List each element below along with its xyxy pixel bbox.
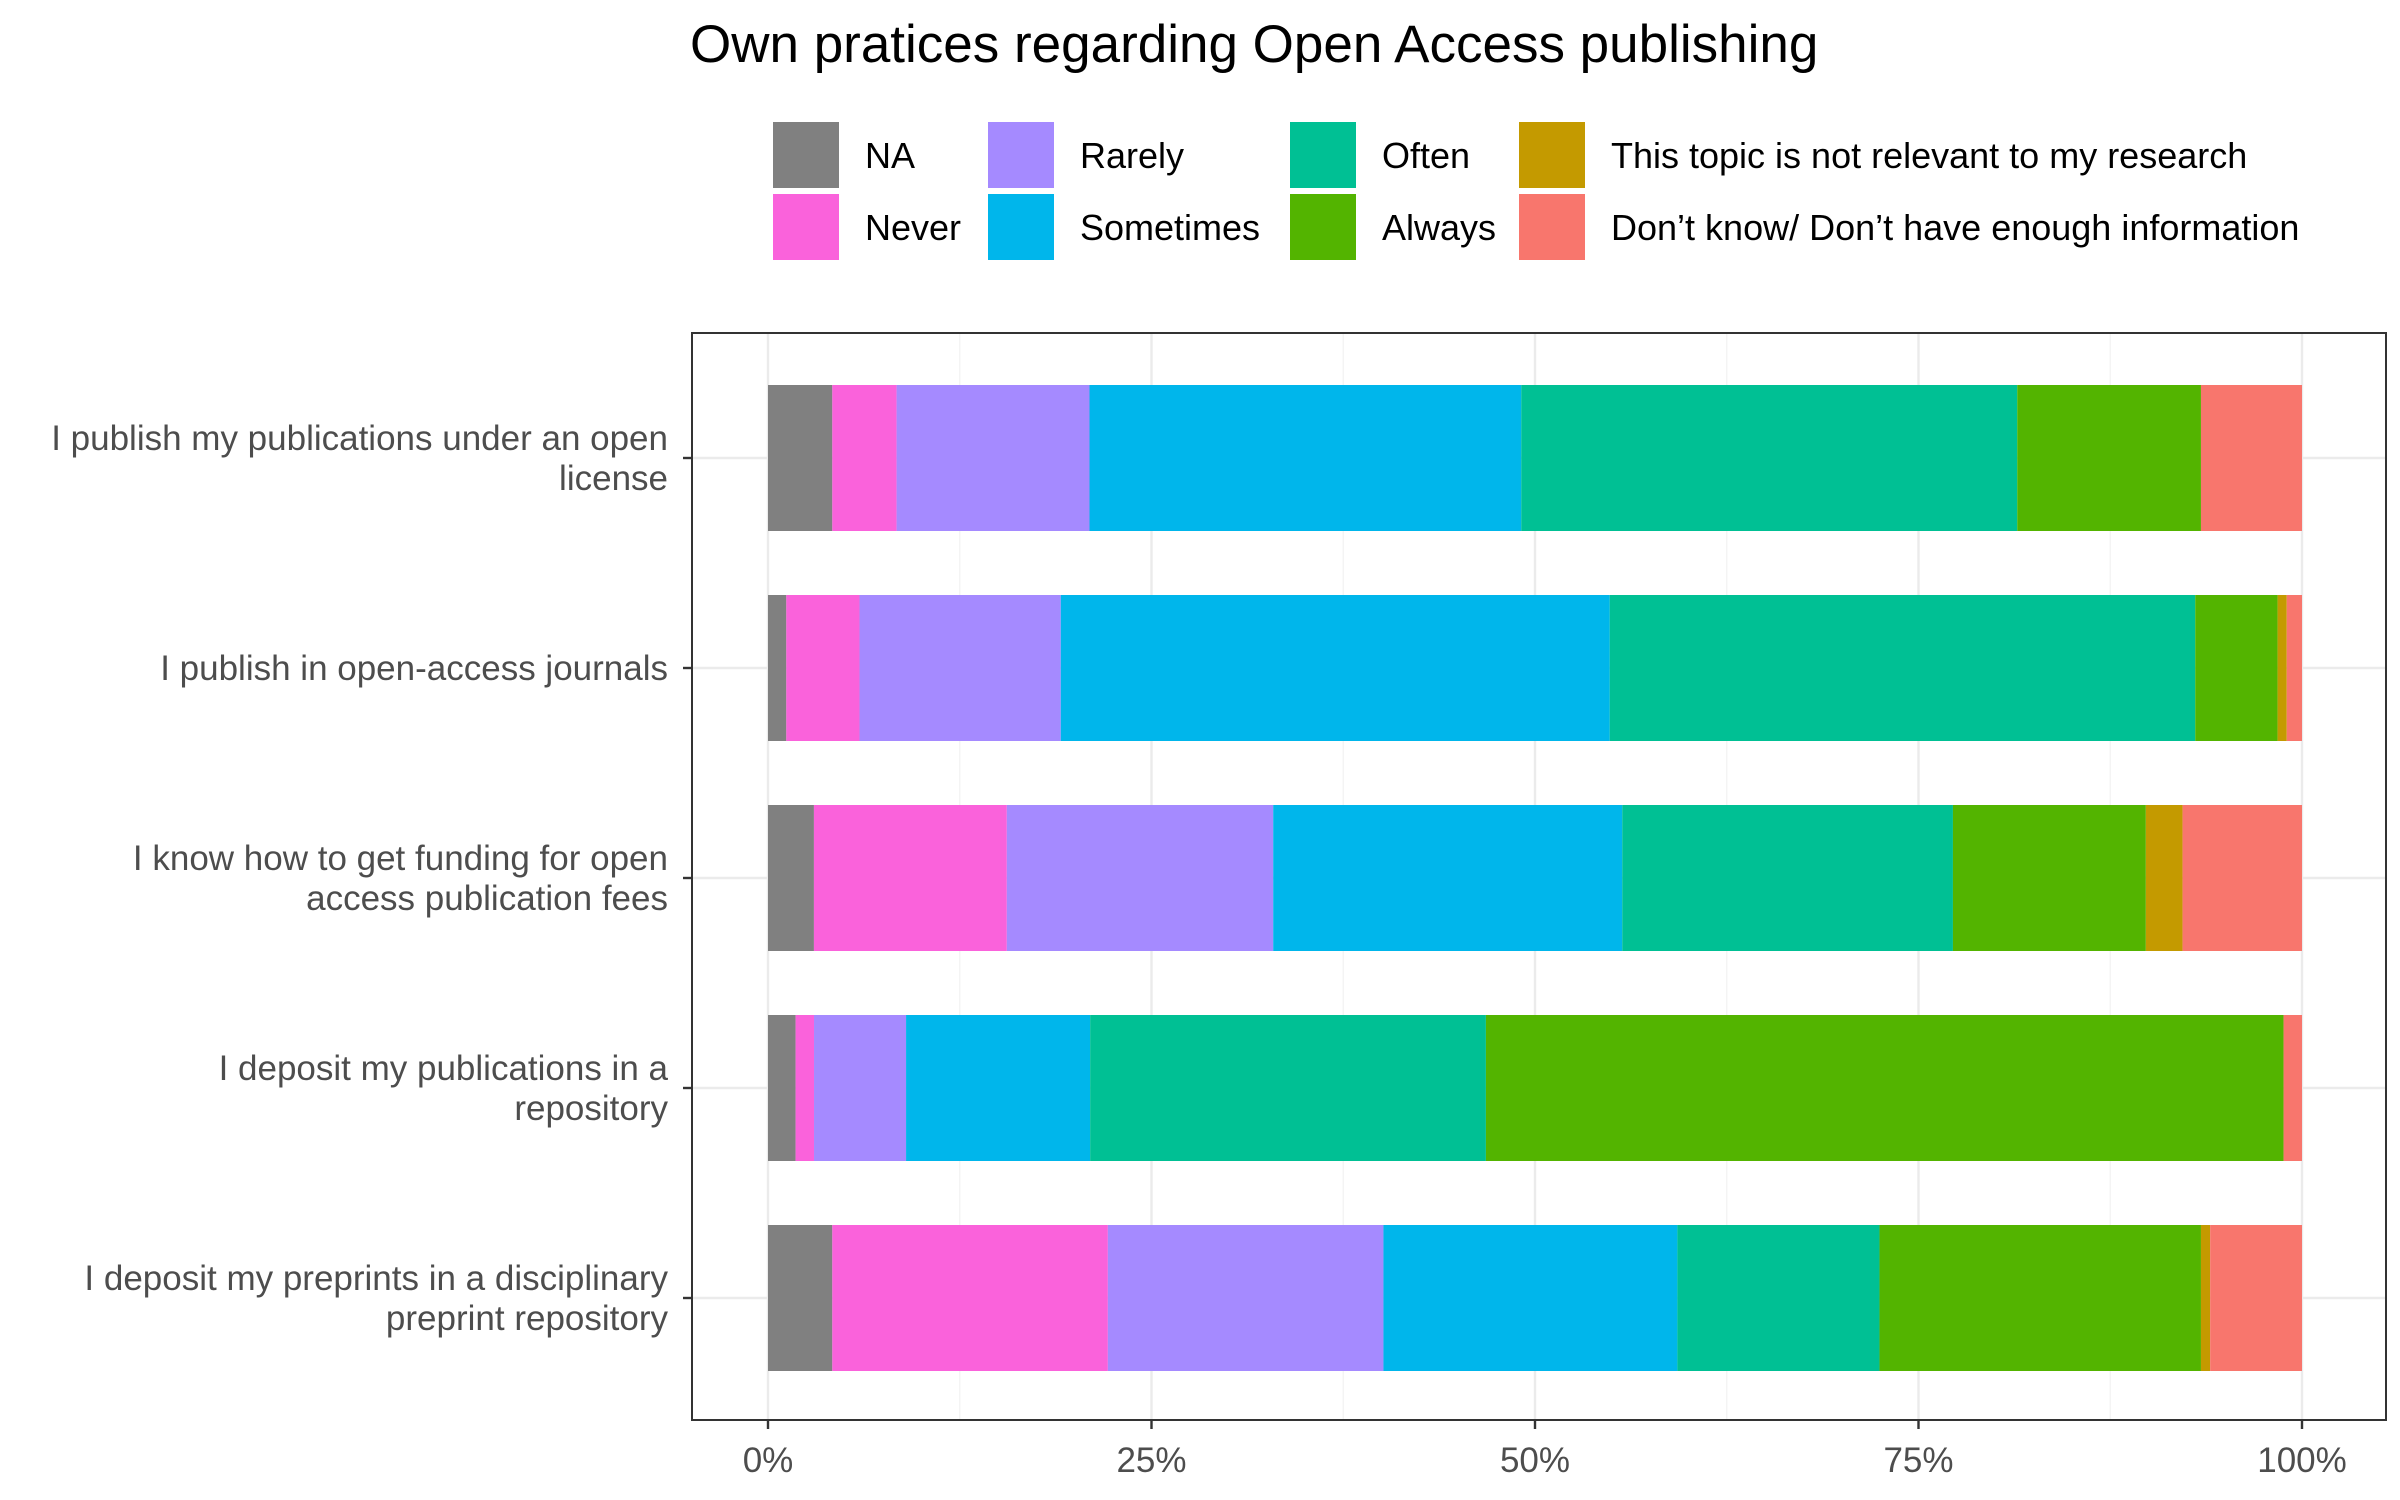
x-tick-label: 75% xyxy=(1883,1441,1953,1480)
legend: NA Never Rarely Sometimes Often Always This to… xyxy=(773,122,2299,260)
legend-item-always: Always xyxy=(1290,194,1496,260)
bar-segment-never xyxy=(786,595,860,741)
x-tick-label: 25% xyxy=(1116,1441,1186,1480)
category-label-line: repository xyxy=(514,1089,668,1128)
category-label-line: I publish in open-access journals xyxy=(160,649,668,688)
legend-label: Often xyxy=(1382,135,1470,176)
legend-key xyxy=(988,122,1054,188)
x-tick-label: 50% xyxy=(1500,1441,1570,1480)
category-label: I publish in open-access journals xyxy=(160,649,668,688)
bar-segment-never xyxy=(813,805,1007,951)
legend-item-don-t-know-don-t-have-enough-information: Don’t know/ Don’t have enough informatio… xyxy=(1519,194,2299,260)
bar-segment-na xyxy=(768,1015,796,1161)
bar-segment-don-t-know-don-t-have-enough-information xyxy=(2182,805,2302,951)
y-axis: I publish my publications under an open l… xyxy=(51,419,692,1338)
category-label-line: preprint repository xyxy=(386,1299,669,1338)
legend-key xyxy=(988,194,1054,260)
bar-segment-this-topic-is-not-relevant-to-my-research xyxy=(2200,1225,2211,1371)
bar-segment-always xyxy=(1485,1015,2284,1161)
legend-label: Always xyxy=(1382,207,1496,248)
bar-segment-don-t-know-don-t-have-enough-information xyxy=(2286,595,2302,741)
category-label-line: I know how to get funding for open xyxy=(133,839,668,878)
bar-segment-never xyxy=(832,385,897,531)
bar-segment-don-t-know-don-t-have-enough-information xyxy=(2200,385,2302,531)
bar-segment-always xyxy=(2017,385,2201,531)
legend-key xyxy=(773,122,839,188)
bar-segment-sometimes xyxy=(906,1015,1091,1161)
bar-segment-don-t-know-don-t-have-enough-information xyxy=(2283,1015,2302,1161)
plot-border xyxy=(691,332,2387,1421)
x-axis: 0% 25% 50% 75% 100% xyxy=(743,1420,2347,1480)
legend-key xyxy=(1519,194,1585,260)
legend-label: This topic is not relevant to my researc… xyxy=(1611,135,2247,176)
bar-segment-never xyxy=(795,1015,815,1161)
legend-label: Never xyxy=(865,207,961,248)
bar-segment-sometimes xyxy=(1060,595,1610,741)
bar-segment-often xyxy=(1622,805,1953,951)
bar-group-4 xyxy=(768,1015,2302,1161)
category-label: I know how to get funding for open access… xyxy=(133,839,668,918)
legend-label: NA xyxy=(865,135,915,176)
category-label-line: I publish my publications under an open xyxy=(51,419,668,458)
legend-item-na: NA xyxy=(773,122,915,188)
legend-item-rarely: Rarely xyxy=(988,122,1184,188)
category-label-line: license xyxy=(559,459,668,498)
bar-segment-this-topic-is-not-relevant-to-my-research xyxy=(2277,595,2287,741)
legend-key xyxy=(1290,194,1356,260)
legend-item-sometimes: Sometimes xyxy=(988,194,1260,260)
bar-segment-don-t-know-don-t-have-enough-information xyxy=(2210,1225,2302,1371)
category-label: I deposit my preprints in a disciplinary… xyxy=(84,1259,668,1338)
bar-segment-rarely xyxy=(814,1015,907,1161)
bar-segment-rarely xyxy=(1107,1225,1384,1371)
bar-segment-never xyxy=(832,1225,1108,1371)
legend-key xyxy=(773,194,839,260)
bar-segment-this-topic-is-not-relevant-to-my-research xyxy=(2145,805,2183,951)
category-label: I publish my publications under an open l… xyxy=(51,419,668,498)
bar-group-2 xyxy=(768,595,2302,741)
legend-item-never: Never xyxy=(773,194,961,260)
category-label-line: access publication fees xyxy=(306,879,668,918)
legend-label: Sometimes xyxy=(1080,207,1260,248)
bar-segment-often xyxy=(1521,385,2018,531)
category-label-line: I deposit my preprints in a disciplinary xyxy=(84,1259,668,1298)
legend-key xyxy=(1519,122,1585,188)
x-tick-label: 100% xyxy=(2257,1441,2347,1480)
bar-segment-always xyxy=(1879,1225,2201,1371)
bar-segment-sometimes xyxy=(1273,805,1623,951)
bar-segment-na xyxy=(768,385,833,531)
bar-segment-na xyxy=(768,1225,833,1371)
bar-segment-always xyxy=(1952,805,2146,951)
legend-item-this-topic-is-not-relevant-to-my-research: This topic is not relevant to my researc… xyxy=(1519,122,2247,188)
bar-segment-often xyxy=(1090,1015,1486,1161)
category-label-line: I deposit my publications in a xyxy=(219,1049,669,1088)
bar-segment-na xyxy=(768,805,814,951)
bar-segment-na xyxy=(768,595,787,741)
bar-segment-rarely xyxy=(859,595,1061,741)
legend-label: Don’t know/ Don’t have enough informatio… xyxy=(1611,207,2299,248)
chart-title: Own pratices regarding Open Access publi… xyxy=(690,15,1818,74)
bar-group-5 xyxy=(768,1225,2302,1371)
bar-segment-rarely xyxy=(896,385,1090,531)
bars xyxy=(768,385,2302,1371)
legend-label: Rarely xyxy=(1080,135,1184,176)
bar-segment-always xyxy=(2195,595,2278,741)
bar-group-1 xyxy=(768,385,2302,531)
bar-segment-sometimes xyxy=(1089,385,1522,531)
bar-segment-sometimes xyxy=(1383,1225,1678,1371)
bar-group-3 xyxy=(768,805,2302,951)
category-label: I deposit my publications in a repository xyxy=(219,1049,669,1128)
bar-segment-often xyxy=(1677,1225,1880,1371)
legend-key xyxy=(1290,122,1356,188)
x-tick-label: 0% xyxy=(743,1441,794,1480)
legend-item-often: Often xyxy=(1290,122,1470,188)
bar-segment-rarely xyxy=(1006,805,1274,951)
bar-segment-often xyxy=(1609,595,2196,741)
